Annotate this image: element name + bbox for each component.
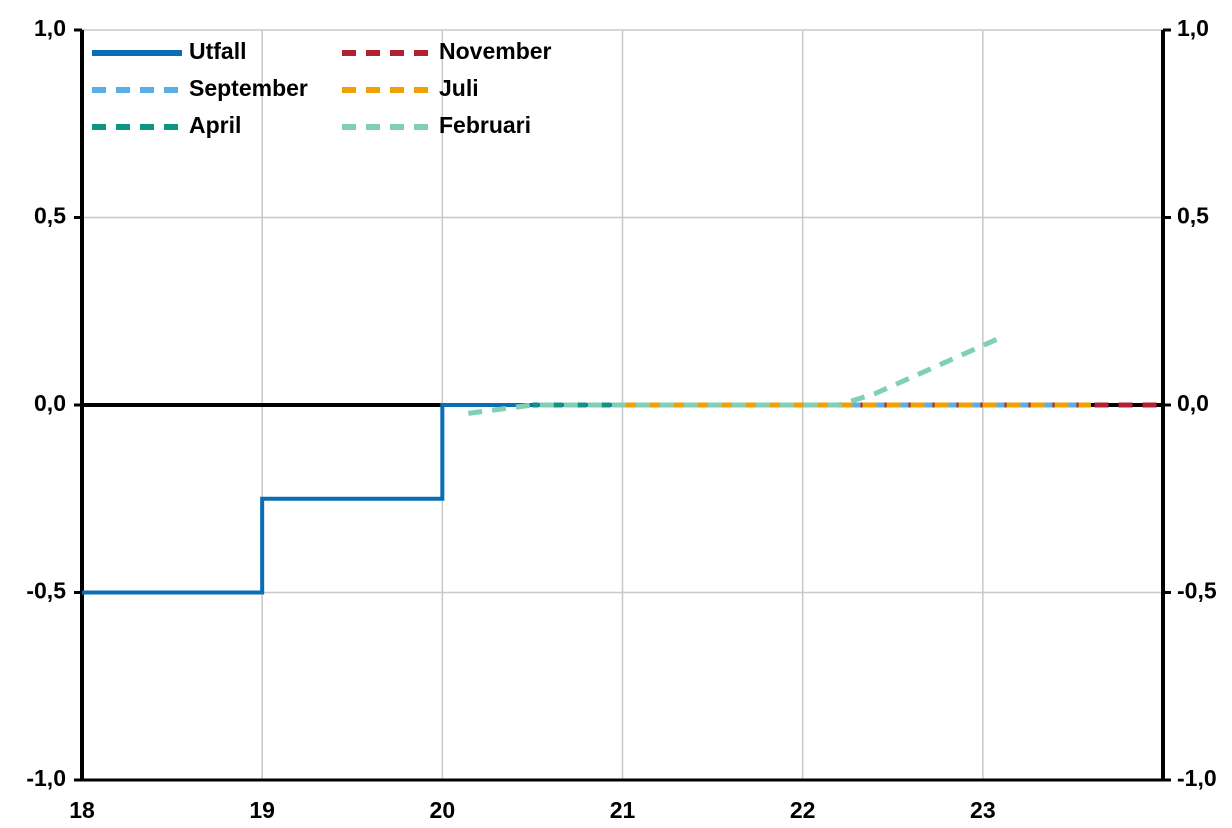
legend-label: April — [189, 112, 241, 138]
legend-label: September — [189, 75, 308, 101]
y-tick-label: 0,0 — [34, 390, 66, 416]
y2-tick-label: 0,0 — [1177, 390, 1209, 416]
x-tick-label: 20 — [430, 797, 456, 823]
y2-tick-label: -0,5 — [1177, 578, 1217, 604]
legend-label: Utfall — [189, 38, 247, 64]
legend-label: Februari — [439, 112, 531, 138]
series-line — [82, 403, 623, 595]
y-tick-label: -0,5 — [26, 578, 66, 604]
x-tick-label: 23 — [970, 797, 996, 823]
y2-tick-label: 0,5 — [1177, 203, 1209, 229]
y-tick-label: 1,0 — [34, 15, 66, 41]
x-tick-label: 21 — [610, 797, 636, 823]
legend-label: Juli — [439, 75, 479, 101]
y2-tick-label: -1,0 — [1177, 765, 1217, 791]
x-tick-label: 18 — [69, 797, 95, 823]
x-tick-label: 22 — [790, 797, 816, 823]
legend-label: November — [439, 38, 552, 64]
y2-tick-label: 1,0 — [1177, 15, 1209, 41]
y-tick-label: -1,0 — [26, 765, 66, 791]
series-line — [460, 335, 1002, 417]
y-tick-label: 0,5 — [34, 203, 66, 229]
x-tick-label: 19 — [249, 797, 275, 823]
